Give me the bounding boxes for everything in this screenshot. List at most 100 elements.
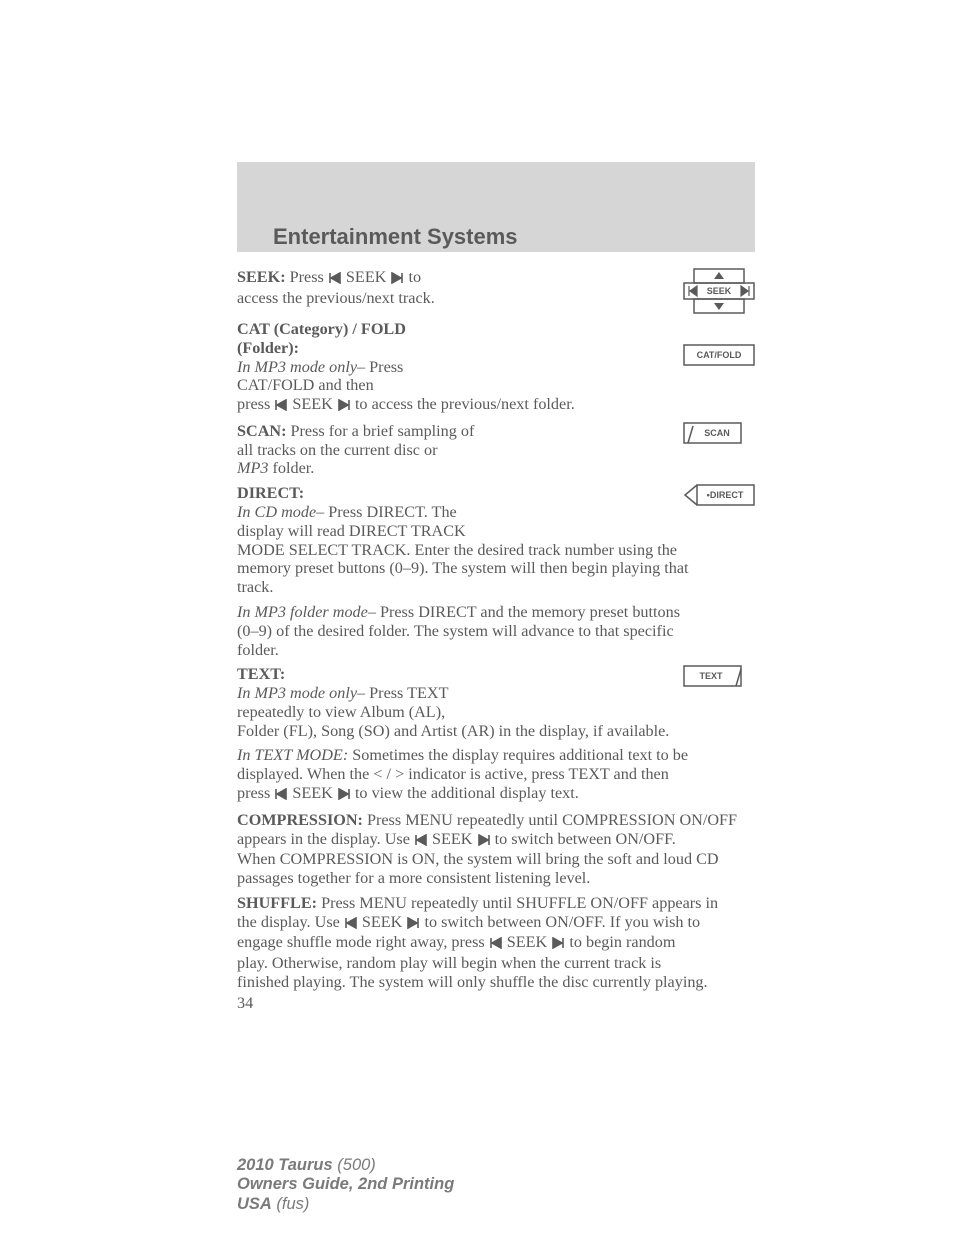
text-label: TEXT: bbox=[237, 665, 669, 684]
footer: 2010 Taurus (500) Owners Guide, 2nd Prin… bbox=[237, 1156, 454, 1214]
catfold-l3a: press bbox=[237, 395, 274, 413]
text-m1a: In TEXT MODE: bbox=[237, 746, 348, 764]
scan-l2: all tracks on the current disc or bbox=[237, 441, 437, 459]
direct-block: DIRECT: In CD mode– Press DIRECT. The di… bbox=[237, 484, 755, 540]
catfold-l3: press SEEK to access the previous/next f… bbox=[237, 395, 755, 416]
text-m3a: press bbox=[237, 784, 274, 802]
shuffle-label: SHUFFLE: bbox=[237, 894, 317, 912]
compression-l2c: to switch between ON/OFF. bbox=[491, 830, 676, 848]
footer-l1b: (500) bbox=[333, 1156, 376, 1174]
seek-next-icon bbox=[390, 270, 404, 289]
seek-prev-icon bbox=[414, 832, 428, 851]
seek-label: SEEK: bbox=[237, 268, 286, 286]
catfold-label2: (Folder): bbox=[237, 339, 669, 358]
text-m3b: SEEK bbox=[288, 784, 337, 802]
scan-button-graphic: SCAN bbox=[683, 422, 755, 444]
scan-block: SCAN: Press for a brief sampling of all … bbox=[237, 422, 755, 478]
direct-m1b: – Press DIRECT and the memory preset but… bbox=[368, 603, 680, 621]
shuffle-l4: play. Otherwise, random play will begin … bbox=[237, 954, 755, 973]
text-l3: Folder (FL), Song (SO) and Artist (AR) i… bbox=[237, 722, 755, 741]
catfold-btn-text: CAT/FOLD bbox=[697, 350, 742, 360]
direct-l5: track. bbox=[237, 578, 755, 597]
shuffle-block: SHUFFLE: Press MENU repeatedly until SHU… bbox=[237, 894, 755, 913]
seek-prev-icon bbox=[489, 935, 503, 954]
shuffle-l5: finished playing. The system will only s… bbox=[237, 973, 755, 992]
footer-l1a: 2010 Taurus bbox=[237, 1156, 333, 1174]
seek-prev-icon bbox=[274, 397, 288, 416]
scan-btn-text: SCAN bbox=[704, 428, 730, 438]
catfold-l3b: SEEK bbox=[288, 395, 337, 413]
section-title: Entertainment Systems bbox=[273, 224, 755, 250]
direct-l3: MODE SELECT TRACK. Enter the desired tra… bbox=[237, 541, 755, 560]
seek-prev-icon bbox=[344, 915, 358, 934]
section-header-band: Entertainment Systems bbox=[237, 162, 755, 252]
text-block: TEXT: In MP3 mode only– Press TEXT repea… bbox=[237, 665, 755, 721]
text-m3: press SEEK to view the additional displa… bbox=[237, 784, 755, 805]
direct-l1b: – Press DIRECT. The bbox=[316, 503, 457, 521]
catfold-label1: CAT (Category) / FOLD bbox=[237, 320, 669, 339]
direct-m1a: In MP3 folder mode bbox=[237, 603, 368, 621]
seek-l1b: SEEK bbox=[342, 268, 391, 286]
text-m3c: to view the additional display text. bbox=[351, 784, 579, 802]
compression-l2: appears in the display. Use SEEK to swit… bbox=[237, 830, 755, 851]
direct-m3: folder. bbox=[237, 641, 755, 660]
scan-l1: Press for a brief sampling of bbox=[286, 422, 474, 440]
seek-next-icon bbox=[337, 397, 351, 416]
compression-l4: passages together for a more consistent … bbox=[237, 869, 755, 888]
catfold-l2: CAT/FOLD and then bbox=[237, 376, 669, 395]
catfold-block: CAT (Category) / FOLD (Folder): In MP3 m… bbox=[237, 320, 755, 395]
direct-label: DIRECT: bbox=[237, 484, 669, 503]
seek-l2: access the previous/next track. bbox=[237, 289, 435, 307]
seek-btn-text: SEEK bbox=[707, 286, 732, 296]
compression-l1: Press MENU repeatedly until COMPRESSION … bbox=[363, 811, 737, 829]
text-m2: displayed. When the < / > indicator is a… bbox=[237, 765, 755, 784]
catfold-l3c: to access the previous/next folder. bbox=[351, 395, 575, 413]
catfold-button-graphic: CAT/FOLD bbox=[683, 344, 755, 366]
shuffle-l3a: engage shuffle mode right away, press bbox=[237, 933, 489, 951]
body-content: SEEK: Press SEEK to access the previous/… bbox=[237, 268, 755, 1013]
footer-l2: Owners Guide, 2nd Printing bbox=[237, 1175, 454, 1194]
shuffle-l2: the display. Use SEEK to switch between … bbox=[237, 913, 755, 934]
text-m1b: Sometimes the display requires additiona… bbox=[348, 746, 688, 764]
shuffle-l2a: the display. Use bbox=[237, 913, 344, 931]
direct-m2: (0–9) of the desired folder. The system … bbox=[237, 622, 755, 641]
seek-l1a: Press bbox=[286, 268, 328, 286]
compression-block: COMPRESSION: Press MENU repeatedly until… bbox=[237, 811, 755, 830]
shuffle-l3: engage shuffle mode right away, press SE… bbox=[237, 933, 755, 954]
text-btn-text: TEXT bbox=[699, 671, 723, 681]
compression-l2b: SEEK bbox=[428, 830, 477, 848]
shuffle-l2c: to switch between ON/OFF. If you wish to bbox=[420, 913, 700, 931]
catfold-l1a: In MP3 mode only bbox=[237, 358, 357, 376]
direct-l2: display will read DIRECT TRACK bbox=[237, 522, 669, 541]
text-l2: repeatedly to view Album (AL), bbox=[237, 703, 669, 722]
seek-next-icon bbox=[337, 786, 351, 805]
seek-prev-icon bbox=[328, 270, 342, 289]
shuffle-l3b: SEEK bbox=[503, 933, 552, 951]
seek-button-graphic: SEEK bbox=[683, 268, 755, 314]
text-button-graphic: TEXT bbox=[683, 665, 755, 687]
scan-l3a: MP3 bbox=[237, 459, 268, 477]
direct-l4: memory preset buttons (0–9). The system … bbox=[237, 559, 755, 578]
page-number: 34 bbox=[237, 994, 755, 1013]
seek-l1c: to bbox=[404, 268, 421, 286]
compression-l3: When COMPRESSION is ON, the system will … bbox=[237, 850, 755, 869]
seek-block: SEEK: Press SEEK to access the previous/… bbox=[237, 268, 755, 314]
shuffle-l2b: SEEK bbox=[358, 913, 407, 931]
compression-label: COMPRESSION: bbox=[237, 811, 363, 829]
footer-l3a: USA bbox=[237, 1195, 272, 1213]
scan-label: SCAN: bbox=[237, 422, 286, 440]
seek-next-icon bbox=[551, 935, 565, 954]
seek-next-icon bbox=[477, 832, 491, 851]
catfold-l1b: – Press bbox=[357, 358, 403, 376]
direct-l1a: In CD mode bbox=[237, 503, 316, 521]
shuffle-l3c: to begin random bbox=[565, 933, 675, 951]
direct-button-graphic: •DIRECT bbox=[683, 484, 755, 506]
footer-l3b: (fus) bbox=[272, 1195, 310, 1213]
text-l1b: – Press TEXT bbox=[357, 684, 448, 702]
direct-btn-text: •DIRECT bbox=[707, 490, 744, 500]
shuffle-l1: Press MENU repeatedly until SHUFFLE ON/O… bbox=[317, 894, 718, 912]
seek-next-icon bbox=[406, 915, 420, 934]
compression-l2a: appears in the display. Use bbox=[237, 830, 414, 848]
text-l1a: In MP3 mode only bbox=[237, 684, 357, 702]
seek-prev-icon bbox=[274, 786, 288, 805]
